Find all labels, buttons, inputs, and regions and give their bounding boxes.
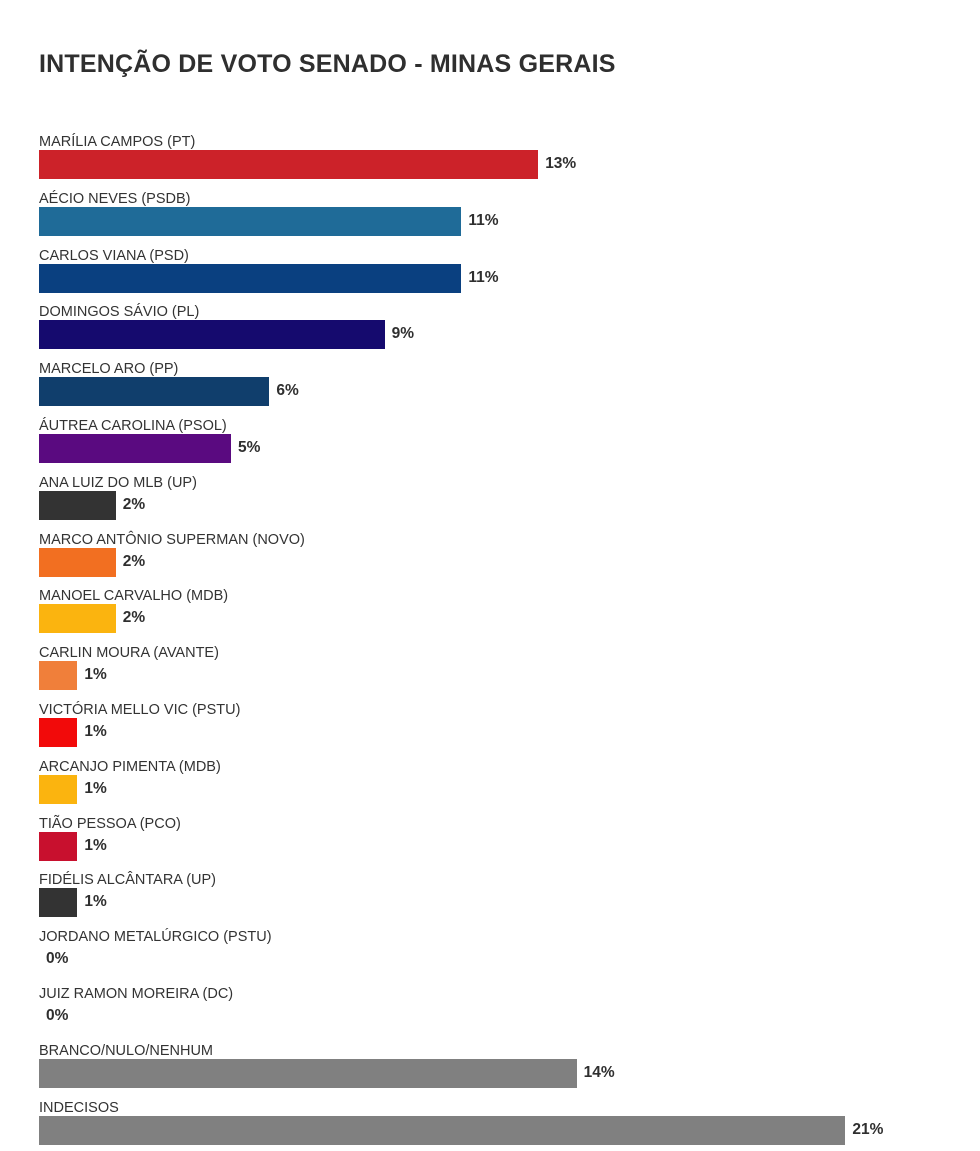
bar-row: JUIZ RAMON MOREIRA (DC) 0% <box>39 985 959 1037</box>
category-label: BRANCO/NULO/NENHUM <box>39 1042 214 1059</box>
bar-row: MARCO ANTÔNIO SUPERMAN (NOVO) 2% <box>39 531 959 583</box>
chart-title: INTENÇÃO DE VOTO SENADO - MINAS GERAIS <box>39 50 616 78</box>
bar <box>39 774 78 804</box>
bar <box>39 490 116 520</box>
bar-row: INDECISOS 21% <box>39 1099 959 1151</box>
bar <box>39 604 116 634</box>
bar-row: TIÃO PESSOA (PCO) 1% <box>39 815 959 867</box>
value-label: 1% <box>84 836 107 854</box>
category-label: ARCANJO PIMENTA (MDB) <box>39 758 221 775</box>
bar <box>39 377 270 407</box>
category-label: CARLOS VIANA (PSD) <box>39 247 189 264</box>
bar-row: ARCANJO PIMENTA (MDB) 1% <box>39 758 959 810</box>
category-label: MARCO ANTÔNIO SUPERMAN (NOVO) <box>39 531 305 548</box>
value-label: 0% <box>46 1007 69 1024</box>
bar-row: VICTÓRIA MELLO VIC (PSTU) 1% <box>39 701 959 753</box>
bar-chart: MARÍLIA CAMPOS (PT) 13% AÉCIO NEVES (PSDB)… <box>39 133 959 1145</box>
bar-row: ANA LUIZ DO MLB (UP) 2% <box>39 474 959 526</box>
bar <box>39 1115 846 1145</box>
value-label: 13% <box>545 155 577 172</box>
category-label: CARLIN MOURA (AVANTE) <box>39 645 219 662</box>
bar <box>39 661 78 691</box>
bar <box>39 888 78 918</box>
category-label: AÉCIO NEVES (PSDB) <box>39 190 191 207</box>
bar <box>39 150 539 179</box>
category-label: JORDANO METALÚRGICO (PSTU) <box>39 929 272 946</box>
category-label: FIDÉLIS ALCÂNTARA (UP) <box>39 872 216 889</box>
bar-row: BRANCO/NULO/NENHUM 14% <box>39 1042 959 1094</box>
category-label: MARCELO ARO (PP) <box>39 361 179 378</box>
value-label: 14% <box>583 1063 615 1081</box>
bar-row: MARCELO ARO (PP) 6% <box>39 360 959 412</box>
bar <box>39 320 385 350</box>
bar-row: FIDÉLIS ALCÂNTARA (UP) 1% <box>39 871 959 923</box>
value-label: 1% <box>84 723 107 740</box>
category-label: INDECISOS <box>39 1099 119 1116</box>
value-label: 1% <box>84 893 107 911</box>
bar <box>39 263 462 293</box>
category-label: ÁUTREA CAROLINA (PSOL) <box>39 418 227 434</box>
value-label: 1% <box>84 666 107 684</box>
value-label: 21% <box>852 1120 884 1138</box>
bar-row: ÁUTREA CAROLINA (PSOL) 5% <box>39 417 959 469</box>
bar-row: JORDANO METALÚRGICO (PSTU) 0% <box>39 928 959 980</box>
bar-row: CARLIN MOURA (AVANTE) 1% <box>39 644 959 696</box>
category-label: JUIZ RAMON MOREIRA (DC) <box>39 986 234 1002</box>
bar <box>39 434 231 463</box>
category-label: DOMINGOS SÁVIO (PL) <box>39 304 200 321</box>
category-label: MARÍLIA CAMPOS (PT) <box>39 134 196 150</box>
value-label: 2% <box>122 495 146 513</box>
value-label: 11% <box>468 268 499 286</box>
bar-row: CARLOS VIANA (PSD) 11% <box>39 247 959 299</box>
value-label: 0% <box>46 950 69 968</box>
value-label: 6% <box>276 382 299 400</box>
bar-row: MARÍLIA CAMPOS (PT) 13% <box>39 133 959 185</box>
value-label: 11% <box>468 211 499 229</box>
category-label: VICTÓRIA MELLO VIC (PSTU) <box>39 702 241 718</box>
bar <box>39 1058 577 1088</box>
bar <box>39 547 116 577</box>
value-label: 5% <box>238 439 261 456</box>
category-label: MANOEL CARVALHO (MDB) <box>39 588 229 605</box>
bar <box>39 206 462 236</box>
bar-row: MANOEL CARVALHO (MDB) 2% <box>39 587 959 639</box>
category-label: TIÃO PESSOA (PCO) <box>39 815 181 832</box>
bar-row: AÉCIO NEVES (PSDB) 11% <box>39 190 959 242</box>
value-label: 1% <box>84 779 107 797</box>
bar <box>39 831 78 861</box>
category-label: ANA LUIZ DO MLB (UP) <box>39 474 197 491</box>
bar <box>39 718 78 747</box>
value-label: 2% <box>122 552 146 570</box>
value-label: 2% <box>122 609 146 627</box>
value-label: 9% <box>391 325 414 343</box>
bar-row: DOMINGOS SÁVIO (PL) 9% <box>39 303 959 355</box>
